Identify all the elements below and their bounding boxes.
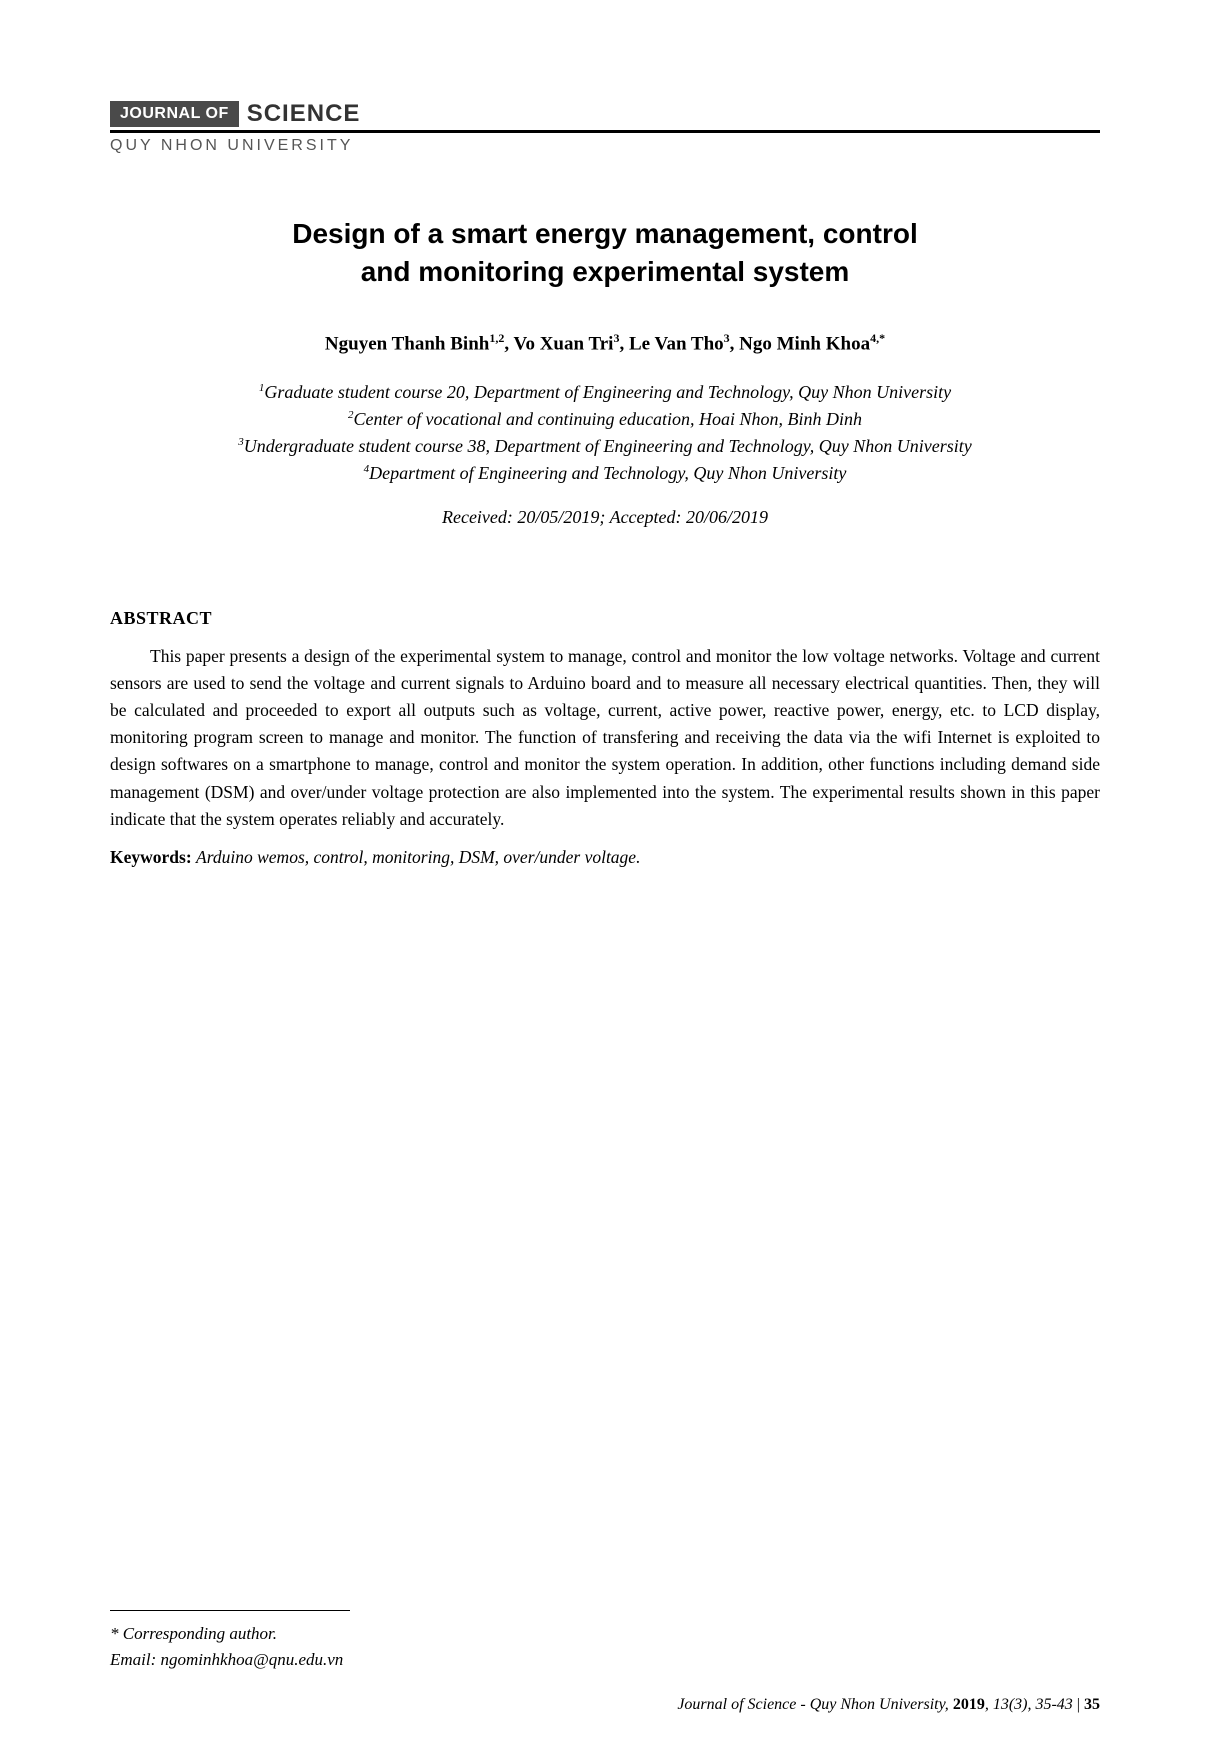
- keywords-value: Arduino wemos, control, monitoring, DSM,…: [196, 847, 640, 867]
- journal-badge: JOURNAL OF: [110, 101, 239, 127]
- affiliations: 1Graduate student course 20, Department …: [110, 379, 1100, 487]
- affiliation-4: 4Department of Engineering and Technolog…: [110, 460, 1100, 487]
- journal-university: QUY NHON UNIVERSITY: [110, 137, 1100, 155]
- journal-header: JOURNAL OF SCIENCE: [110, 100, 1100, 133]
- keywords: Keywords: Arduino wemos, control, monito…: [110, 847, 1100, 868]
- footer-sep: |: [1073, 1696, 1084, 1713]
- affiliation-3: 3Undergraduate student course 38, Depart…: [110, 433, 1100, 460]
- footer-year: 2019: [953, 1696, 985, 1713]
- footer-issue: , 13(3), 35-43: [985, 1696, 1073, 1713]
- journal-science: SCIENCE: [247, 100, 361, 127]
- title-line-2: and monitoring experimental system: [361, 256, 850, 287]
- footer-page: 35: [1084, 1696, 1100, 1713]
- keywords-label: Keywords:: [110, 847, 196, 867]
- page-footer: Journal of Science - Quy Nhon University…: [677, 1696, 1100, 1714]
- authors: Nguyen Thanh Binh1,2, Vo Xuan Tri3, Le V…: [110, 331, 1100, 355]
- paper-title: Design of a smart energy management, con…: [110, 215, 1100, 291]
- abstract-body: This paper presents a design of the expe…: [110, 643, 1100, 833]
- footer-rule: [110, 1610, 350, 1611]
- affiliation-2: 2Center of vocational and continuing edu…: [110, 406, 1100, 433]
- corresponding-email: Email: ngominhkhoa@qnu.edu.vn: [110, 1647, 1100, 1673]
- title-line-1: Design of a smart energy management, con…: [292, 218, 918, 249]
- corresponding: * Corresponding author. Email: ngominhkh…: [110, 1621, 1100, 1672]
- footer-block: * Corresponding author. Email: ngominhkh…: [110, 1610, 1100, 1672]
- dates: Received: 20/05/2019; Accepted: 20/06/20…: [110, 507, 1100, 528]
- affiliation-1: 1Graduate student course 20, Department …: [110, 379, 1100, 406]
- abstract-heading: ABSTRACT: [110, 608, 1100, 629]
- corresponding-label: * Corresponding author.: [110, 1621, 1100, 1647]
- footer-journal: Journal of Science - Quy Nhon University…: [677, 1696, 953, 1713]
